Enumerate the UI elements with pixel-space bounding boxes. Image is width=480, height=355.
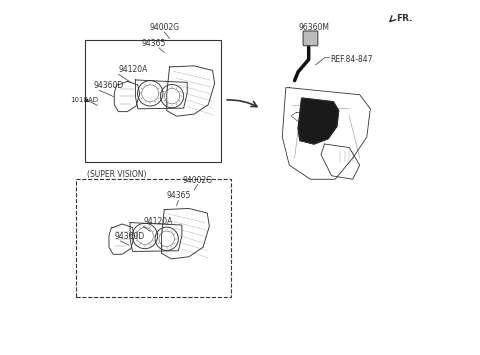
Text: FR.: FR. — [396, 14, 412, 23]
Text: 94365: 94365 — [166, 191, 191, 200]
Text: 94360D: 94360D — [115, 232, 145, 241]
Text: 94360D: 94360D — [94, 81, 124, 90]
Text: 1018AD: 1018AD — [70, 97, 98, 103]
Text: 94002G: 94002G — [149, 23, 180, 32]
Text: 94365: 94365 — [142, 39, 166, 48]
Text: 94002G: 94002G — [183, 175, 213, 185]
Text: 94120A: 94120A — [119, 65, 148, 74]
Text: (SUPER VISION): (SUPER VISION) — [87, 170, 146, 179]
Text: REF.84-847: REF.84-847 — [330, 55, 372, 64]
FancyBboxPatch shape — [303, 31, 318, 46]
Text: 94120A: 94120A — [143, 217, 172, 226]
Text: 96360M: 96360M — [298, 23, 329, 32]
Polygon shape — [298, 98, 338, 144]
